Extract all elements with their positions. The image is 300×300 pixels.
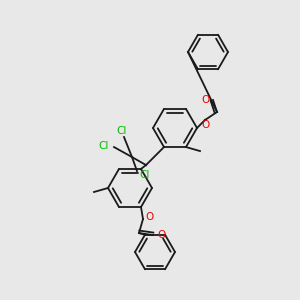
Text: Cl: Cl	[140, 170, 150, 180]
Text: O: O	[145, 212, 153, 222]
Text: Cl: Cl	[99, 141, 109, 151]
Text: O: O	[201, 120, 209, 130]
Text: O: O	[157, 230, 165, 240]
Text: O: O	[202, 95, 210, 105]
Text: Cl: Cl	[117, 126, 127, 136]
